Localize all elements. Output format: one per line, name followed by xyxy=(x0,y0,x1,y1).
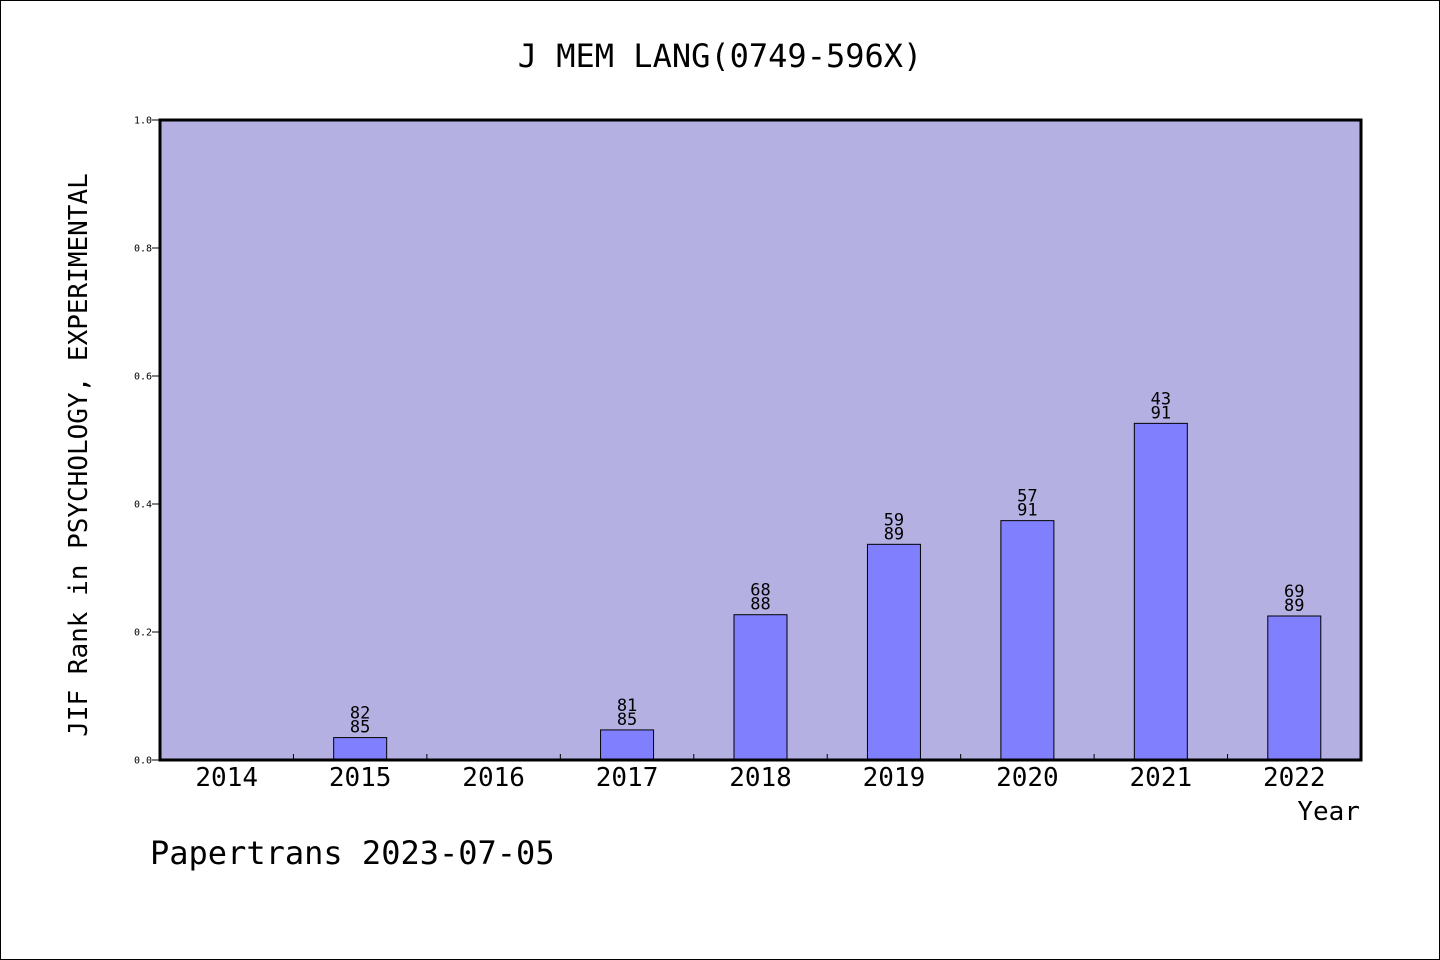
bar-label-rank: 82 xyxy=(350,704,370,724)
x-axis: 2014 2015 2016 2017 2018 2019 2020 2021 2022 xyxy=(195,754,1326,793)
bar-label-total: 91 xyxy=(1017,501,1037,521)
y-tick-label: 1.0 xyxy=(134,116,152,127)
bar-label-rank: 59 xyxy=(884,510,904,530)
x-axis-label: Year xyxy=(1297,797,1360,827)
bar-2015 xyxy=(333,737,388,761)
bar-label-rank: 57 xyxy=(1017,487,1037,507)
bar-label-rank: 43 xyxy=(1151,389,1171,409)
chart-title: J MEM LANG(0749-596X) xyxy=(518,37,923,75)
bar-2020 xyxy=(1000,520,1055,761)
x-tick-label: 2022 xyxy=(1263,763,1326,793)
bar-label-total: 85 xyxy=(350,718,370,738)
y-axis-label: JIF Rank in PSYCHOLOGY, EXPERIMENTAL xyxy=(64,173,94,737)
bar-label-rank: 68 xyxy=(750,581,770,601)
bar-2018 xyxy=(733,614,788,761)
x-tick-label: 2017 xyxy=(596,763,659,793)
bar-2017 xyxy=(600,729,655,761)
x-tick-label: 2014 xyxy=(195,763,258,793)
x-tick-label: 2020 xyxy=(996,763,1059,793)
y-tick-label: 0.8 xyxy=(134,244,152,255)
x-tick-label: 2016 xyxy=(462,763,525,793)
bar-label-rank: 81 xyxy=(617,696,637,716)
bar-2019 xyxy=(866,543,921,761)
bar-label-total: 88 xyxy=(750,595,770,615)
y-axis: 0.0 0.2 0.4 0.6 0.8 1.0 xyxy=(134,116,160,767)
x-tick-label: 2019 xyxy=(863,763,926,793)
footer-text: Papertrans 2023-07-05 xyxy=(150,834,555,872)
y-tick-label: 0.4 xyxy=(134,500,152,511)
x-tick-label: 2018 xyxy=(729,763,792,793)
x-tick-label: 2015 xyxy=(329,763,392,793)
bar-2022 xyxy=(1267,615,1322,761)
x-tick-label: 2021 xyxy=(1130,763,1193,793)
bar-label-total: 89 xyxy=(1284,596,1304,616)
bar-label-rank: 69 xyxy=(1284,582,1304,602)
y-tick-label: 0.0 xyxy=(134,756,152,767)
y-tick-label: 0.6 xyxy=(134,372,152,383)
y-tick-label: 0.2 xyxy=(134,628,152,639)
bar-label-total: 85 xyxy=(617,710,637,730)
bar-2021 xyxy=(1133,422,1188,761)
plot-border xyxy=(158,118,1363,762)
bar-label-total: 91 xyxy=(1151,403,1171,423)
bar-label-total: 89 xyxy=(884,524,904,544)
